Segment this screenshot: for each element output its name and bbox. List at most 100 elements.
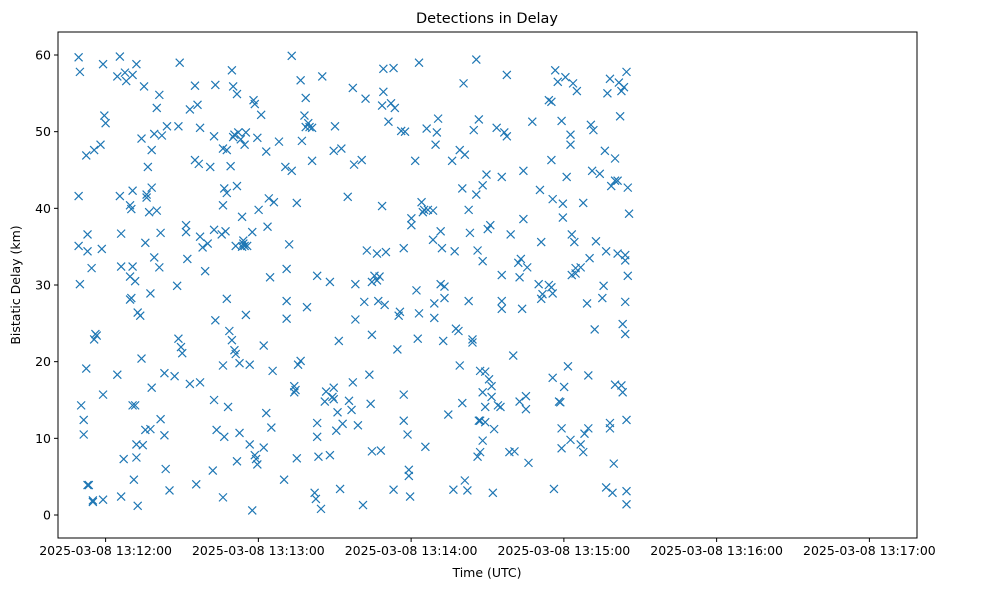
- data-point: [471, 55, 481, 65]
- data-point: [170, 371, 180, 381]
- data-point: [448, 485, 458, 495]
- data-point: [87, 263, 97, 273]
- data-point: [75, 67, 85, 77]
- data-point: [513, 258, 523, 268]
- data-point: [147, 145, 157, 155]
- data-point: [587, 166, 597, 176]
- data-point: [218, 200, 228, 210]
- data-point: [152, 206, 162, 216]
- data-point: [240, 140, 250, 150]
- data-point: [454, 326, 463, 336]
- y-tick-label: 30: [35, 278, 51, 293]
- data-point: [517, 304, 527, 314]
- data-point: [353, 420, 363, 430]
- data-point: [205, 162, 215, 172]
- data-point: [516, 254, 526, 264]
- data-point: [546, 97, 556, 107]
- data-point: [191, 479, 201, 489]
- data-point: [420, 442, 430, 452]
- data-point: [549, 484, 559, 494]
- data-point: [399, 243, 409, 253]
- x-axis: 2025-03-08 13:12:00 2025-03-08 13:13:00 20…: [39, 538, 936, 558]
- data-point: [546, 155, 556, 165]
- data-point: [366, 399, 376, 409]
- data-point: [142, 193, 152, 203]
- data-point: [209, 395, 219, 405]
- data-point: [92, 331, 102, 341]
- data-point: [312, 271, 322, 281]
- data-point: [488, 488, 498, 498]
- data-point: [497, 172, 507, 182]
- data-point: [478, 256, 488, 266]
- data-point: [487, 392, 496, 402]
- data-point: [128, 262, 138, 272]
- data-point: [112, 370, 122, 380]
- data-point: [116, 492, 126, 502]
- data-point: [137, 354, 146, 364]
- y-axis-label: Bistatic Delay (km): [8, 225, 23, 344]
- data-point: [301, 93, 311, 103]
- data-point: [622, 67, 631, 77]
- data-point: [172, 281, 182, 291]
- data-point: [464, 296, 474, 306]
- y-tick-label: 50: [35, 124, 51, 139]
- data-point: [307, 156, 317, 166]
- data-point: [280, 162, 290, 172]
- data-point: [464, 205, 474, 215]
- data-point: [133, 501, 143, 511]
- data-point: [506, 229, 516, 239]
- data-point: [96, 140, 105, 150]
- data-point: [389, 63, 398, 73]
- data-point: [227, 335, 237, 345]
- data-point: [74, 241, 84, 251]
- data-point: [321, 387, 331, 396]
- data-point: [98, 495, 108, 505]
- data-point: [538, 289, 547, 299]
- data-point: [457, 398, 467, 408]
- data-point: [116, 262, 126, 272]
- data-point: [135, 311, 145, 321]
- data-point: [161, 464, 171, 474]
- data-point: [602, 88, 612, 98]
- data-point: [413, 334, 423, 344]
- data-point: [232, 89, 242, 99]
- data-point: [566, 130, 575, 140]
- data-point: [154, 262, 164, 272]
- data-point: [601, 246, 611, 256]
- data-point: [338, 419, 348, 429]
- data-point: [558, 213, 568, 222]
- data-point: [585, 253, 595, 263]
- data-point: [566, 140, 575, 150]
- data-series-detections: [74, 51, 634, 515]
- data-point: [221, 226, 230, 236]
- data-point: [235, 428, 244, 438]
- data-point: [557, 423, 567, 433]
- data-point: [259, 443, 269, 452]
- data-point: [241, 310, 251, 320]
- data-point: [289, 387, 299, 397]
- data-point: [130, 400, 140, 410]
- data-point: [599, 281, 609, 291]
- data-point: [527, 117, 537, 127]
- data-point: [399, 390, 409, 400]
- data-point: [84, 480, 94, 490]
- data-point: [181, 220, 191, 230]
- data-point: [83, 246, 92, 256]
- data-point: [329, 146, 339, 156]
- data-point: [162, 121, 172, 131]
- data-point: [173, 121, 183, 131]
- data-point: [440, 293, 449, 303]
- data-point: [120, 68, 130, 78]
- data-point: [389, 485, 398, 495]
- x-tick-label: 2025-03-08 13:15:00: [497, 543, 630, 558]
- data-point: [115, 52, 125, 61]
- data-point: [256, 110, 266, 120]
- data-point: [152, 103, 162, 113]
- data-point: [489, 424, 499, 434]
- data-point: [428, 235, 438, 245]
- data-point: [219, 183, 229, 193]
- data-point: [478, 387, 488, 397]
- data-point: [224, 326, 234, 336]
- data-point: [436, 226, 446, 236]
- data-point: [432, 128, 442, 137]
